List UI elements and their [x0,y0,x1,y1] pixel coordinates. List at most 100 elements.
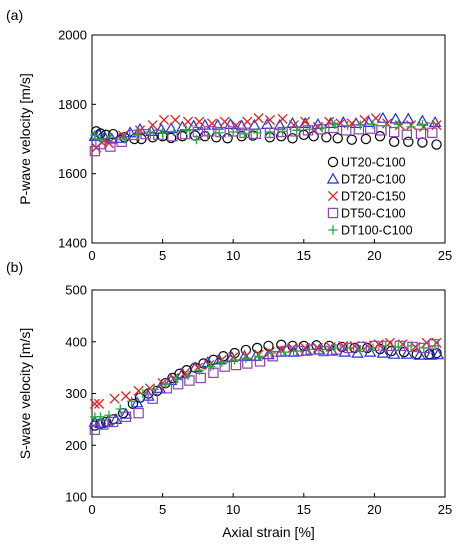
legend-label: UT20-C100 [341,156,406,170]
data-point [374,131,386,142]
y-tick-label: 200 [65,438,87,453]
data-point [127,398,139,410]
data-point [179,128,191,140]
data-point [109,412,123,424]
data-point [340,125,352,136]
data-point [241,353,251,363]
x-tick-label: 5 [159,248,166,263]
data-point [177,131,188,142]
data-point [298,116,312,129]
data-point [312,121,323,132]
data-point [115,404,125,414]
data-point [368,343,378,353]
x-axis-title: Axial strain [%] [222,524,315,540]
data-point [94,398,105,409]
data-point [277,113,288,124]
data-point [388,126,400,138]
data-point [132,130,142,140]
data-point [203,130,213,141]
data-point [393,119,404,130]
data-point [406,122,416,132]
y-tick-label: 100 [65,490,87,505]
data-point [192,126,204,138]
legend: UT20-C100 DT20-C100 DT20-C150 DT50-C100 DT10… [326,156,413,238]
data-point [418,121,429,132]
data-point [105,141,116,152]
data-point [230,355,240,365]
data-point [353,124,365,135]
data-point [429,118,439,128]
data-point [389,112,402,124]
x-tick-label: 20 [367,248,381,263]
data-point [300,116,311,127]
series-dt100-c100 [90,341,440,422]
data-point [394,120,405,131]
data-point [217,357,227,368]
y-tick-label: 300 [65,386,87,401]
data-point [328,122,339,134]
data-point [273,118,287,130]
data-point [292,125,302,135]
data-point [387,347,401,359]
data-point [133,122,147,134]
data-point [403,136,414,147]
data-point [219,116,230,127]
data-point [183,370,193,380]
data-point [211,118,224,130]
data-point [266,348,276,358]
data-point [359,114,370,125]
y-tick-label: 1600 [58,166,87,181]
data-point [170,114,181,125]
data-point [195,372,206,384]
data-point [138,388,148,399]
data-point [388,136,400,147]
legend-marker [326,172,340,184]
data-point [105,132,115,142]
data-point [145,127,155,137]
data-point [428,115,442,127]
data-point [228,127,238,137]
x-tick-label: 10 [226,502,240,517]
data-point [394,340,406,352]
data-point [332,133,343,144]
x-tick-label: 0 [88,248,95,263]
data-point [413,348,426,360]
data-point [315,124,326,135]
data-point [214,128,224,138]
data-point [104,410,114,420]
data-point [308,131,319,142]
data-point [242,116,253,127]
data-point [133,407,144,419]
data-point [158,128,168,138]
data-point [427,127,438,138]
data-point [165,132,177,144]
data-point [280,345,291,357]
chart-panel-b: (b) 0 5 10 15 20 25 100 200 300 400 500 S-wave veloc… [6,259,452,540]
data-point [424,348,438,360]
legend-label: DT50-C100 [341,207,406,221]
data-point [95,412,106,422]
data-point [406,341,416,351]
data-point [431,348,445,360]
data-point [304,124,315,134]
series-dt50-c100 [89,122,438,157]
y-tick-label: 1800 [58,97,87,112]
data-point [120,391,131,402]
series-dt20-c150 [91,113,442,153]
data-point [264,114,275,125]
y-tick-label: 2000 [58,28,87,43]
data-point [321,132,332,143]
data-point [325,341,336,352]
x-tick-label: 5 [159,502,166,517]
data-point [381,121,391,131]
data-point [287,133,298,144]
data-point [407,341,418,353]
data-point [194,365,204,375]
data-point [206,361,216,372]
data-point [250,128,261,139]
x-tick-label: 25 [438,502,452,517]
data-point [290,126,301,137]
panel-label: (b) [6,259,23,275]
